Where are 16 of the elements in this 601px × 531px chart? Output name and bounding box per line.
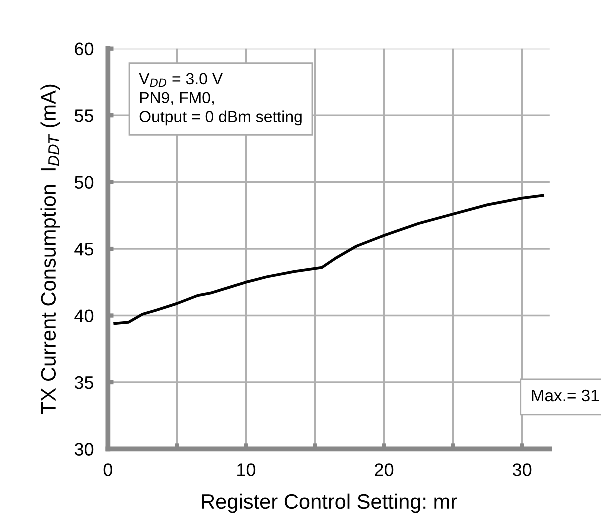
y-tick-label: 60: [75, 42, 94, 56]
y-tick-label: 50: [74, 176, 94, 190]
x-tick-label: 10: [238, 464, 256, 476]
y-tick-label: 30: [74, 443, 94, 456]
y-tick-label: 35: [74, 376, 94, 390]
x-tick-label: 0: [104, 464, 112, 476]
annotation: Max.= 31: [532, 390, 600, 402]
x-tick-label: 30: [512, 464, 532, 476]
x-axis-title: Register Control Setting: mr: [202, 494, 458, 514]
y-tick-label: 40: [74, 310, 94, 322]
line-series: [114, 194, 544, 326]
annotation: V$_{DD}$ = 3.0 V PN9, FM0, Output = 0 dBm setting: [139, 73, 302, 126]
y-axis-title: TX Current Consumption I$_{DDT}$ (mA): [40, 84, 60, 414]
y-tick-label: 45: [74, 243, 94, 256]
y-tick-label: 55: [74, 110, 94, 122]
x-tick-label: 20: [375, 464, 394, 476]
